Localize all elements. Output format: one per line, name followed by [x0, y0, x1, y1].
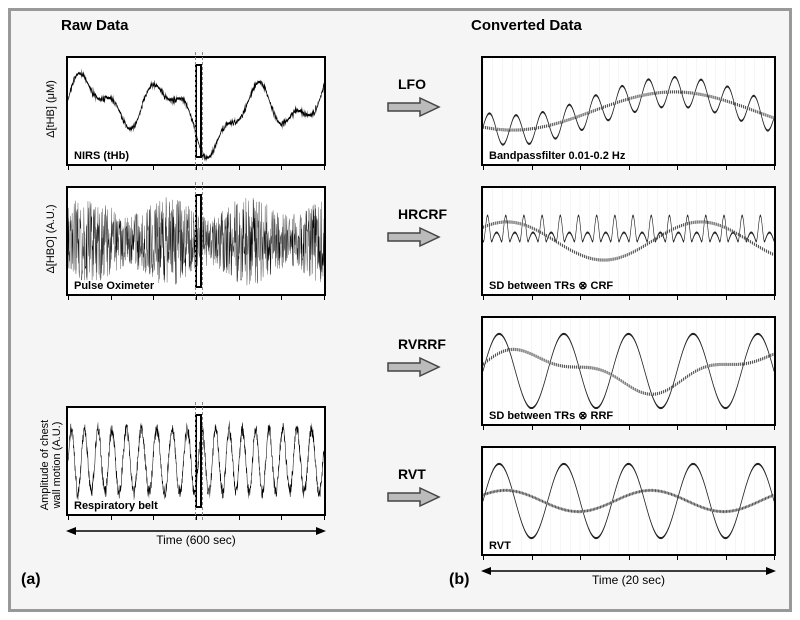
raw-panel-label: Pulse Oximeter [72, 280, 156, 292]
raw-panel-2: Respiratory belt [66, 406, 326, 516]
conv-label: HRCRF [398, 206, 447, 222]
ylabel: Δ[HBO] (A.U.) [45, 179, 57, 299]
xaxis-left: Time (600 sec) [66, 533, 326, 547]
arrow-icon [386, 96, 441, 118]
conv-label: RVT [398, 466, 426, 482]
conv-panel-label: Bandpassfilter 0.01-0.2 Hz [487, 150, 627, 162]
raw-panel-label: Respiratory belt [72, 500, 160, 512]
time-marker [195, 414, 201, 507]
time-marker [195, 194, 201, 287]
time-marker [195, 64, 201, 157]
conv-panel-label: SD between TRs ⊗ CRF [487, 279, 615, 292]
arrow-icon [386, 226, 441, 248]
sub-b: (b) [449, 571, 469, 589]
xaxis-right: Time (20 sec) [481, 573, 776, 587]
raw-panel-label: NIRS (tHb) [72, 150, 131, 162]
raw-panel-1: Pulse Oximeter [66, 186, 326, 296]
raw-panel-0: NIRS (tHb) [66, 56, 326, 166]
conv-panel-1: SD between TRs ⊗ CRF [481, 186, 776, 296]
ylabel: Δ[tHB] (μM) [45, 49, 57, 169]
ylabel: Amplitude of chestwall motion (A.U.) [39, 405, 63, 525]
arrow-icon [386, 486, 441, 508]
conv-panel-2: SD between TRs ⊗ RRF [481, 316, 776, 426]
conv-panel-0: Bandpassfilter 0.01-0.2 Hz [481, 56, 776, 166]
conv-panel-3: RVT [481, 446, 776, 556]
conv-label: LFO [398, 76, 426, 92]
outer-frame: Raw Data Converted Data NIRS (tHb) Δ[tHB]… [8, 8, 792, 612]
header-right: Converted Data [471, 17, 582, 34]
sub-a: (a) [21, 571, 41, 589]
conv-panel-label: RVT [487, 540, 513, 552]
conv-panel-label: SD between TRs ⊗ RRF [487, 409, 615, 422]
arrow-icon [386, 356, 441, 378]
conv-label: RVRRF [398, 336, 446, 352]
header-left: Raw Data [61, 17, 129, 34]
